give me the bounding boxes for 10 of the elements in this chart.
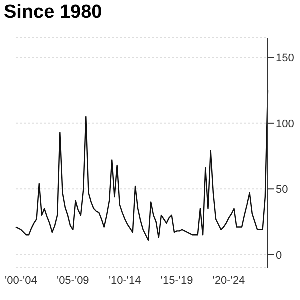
y-tick-label: 150: [276, 52, 294, 65]
x-tick-label: '15-'19: [160, 274, 194, 287]
chart-title: Since 1980: [3, 1, 104, 25]
y-tick-label: 50: [276, 184, 288, 196]
x-tick-label: '00-'04: [5, 274, 38, 287]
x-tick-label: '05-'09: [56, 274, 90, 287]
x-tick-label: '20-'24: [212, 274, 246, 287]
x-tick-label: '10-'14: [108, 274, 142, 287]
y-tick-label: 100: [276, 118, 294, 130]
y-tick-label: 0: [276, 250, 282, 262]
